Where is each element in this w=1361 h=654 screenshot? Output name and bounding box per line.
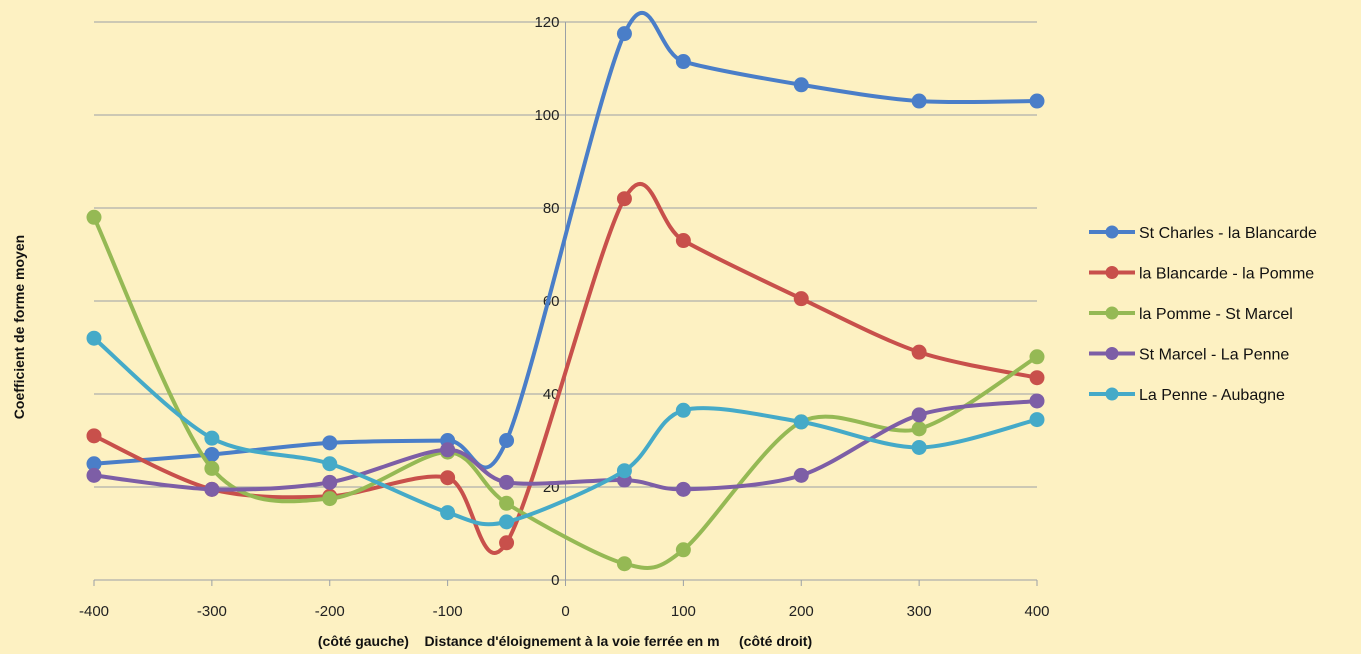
legend-swatch-marker-3 [1105, 306, 1119, 320]
data-point-2-8 [793, 291, 809, 307]
x-tick-label-8: 400 [1024, 603, 1049, 620]
data-point-4-1 [86, 467, 102, 483]
data-point-3-3 [322, 491, 338, 507]
series-layer [86, 11, 1045, 572]
series-line-2 [92, 182, 1039, 555]
data-point-3-10 [1029, 349, 1045, 365]
data-point-4-8 [793, 467, 809, 483]
x-tick-label-6: 200 [789, 603, 814, 620]
data-point-4-3 [322, 474, 338, 490]
data-point-4-4 [440, 442, 456, 458]
series-line-3 [92, 215, 1039, 570]
legend-item-4: St Marcel - La Penne [1089, 347, 1289, 364]
data-point-4-7 [675, 481, 691, 497]
x-tick-label-5: 100 [671, 603, 696, 620]
legend: St Charles - la Blancarde la Blancarde - … [1089, 225, 1317, 404]
legend-label-3: la Pomme - St Marcel [1139, 306, 1293, 323]
x-tick-label-4: 0 [561, 603, 569, 620]
data-point-5-1 [86, 330, 102, 346]
data-point-3-2 [204, 460, 220, 476]
data-point-2-4 [440, 470, 456, 486]
x-tick-label-0: -400 [79, 603, 109, 620]
data-point-4-5 [499, 474, 515, 490]
data-point-4-2 [204, 481, 220, 497]
data-point-5-7 [675, 402, 691, 418]
x-tick-label-7: 300 [907, 603, 932, 620]
legend-swatch-marker-4 [1105, 347, 1119, 360]
data-point-2-9 [911, 344, 927, 360]
data-point-3-6 [616, 556, 632, 572]
data-point-5-2 [204, 430, 220, 446]
legend-item-1: St Charles - la Blancarde [1089, 225, 1317, 242]
legend-item-5: La Penne - Aubagne [1089, 387, 1285, 404]
data-point-1-3 [322, 435, 338, 451]
data-point-3-9 [911, 421, 927, 437]
data-point-1-6 [616, 26, 632, 42]
y-axis-title: Coefficient de forme moyen [11, 235, 27, 419]
data-point-3-5 [499, 495, 515, 511]
data-point-2-5 [499, 535, 515, 551]
data-point-5-3 [322, 456, 338, 472]
data-point-1-2 [204, 446, 220, 462]
series-line-5 [92, 336, 1039, 527]
legend-label-2: la Blancarde - la Pomme [1139, 266, 1314, 283]
legend-swatch-marker-1 [1105, 225, 1119, 239]
data-point-3-1 [86, 209, 102, 225]
data-point-1-1 [86, 456, 102, 472]
y-tick-label-0: 0 [551, 572, 559, 589]
data-point-3-7 [675, 542, 691, 558]
x-tick-label-3: -100 [433, 603, 463, 620]
legend-item-2: la Blancarde - la Pomme [1089, 266, 1314, 283]
legend-label-1: St Charles - la Blancarde [1139, 225, 1317, 242]
series-1 [86, 11, 1045, 472]
data-point-5-9 [911, 439, 927, 455]
x-tick-label-2: -200 [315, 603, 345, 620]
legend-label-4: St Marcel - La Penne [1139, 347, 1289, 364]
data-point-2-10 [1029, 370, 1045, 386]
legend-swatch-marker-2 [1105, 266, 1119, 279]
data-point-1-10 [1029, 93, 1045, 109]
data-point-4-9 [911, 407, 927, 423]
legend-item-3: la Pomme - St Marcel [1089, 306, 1293, 323]
data-point-5-5 [499, 514, 515, 530]
axes [93, 22, 1038, 586]
data-point-1-5 [499, 433, 515, 448]
data-point-4-10 [1029, 393, 1045, 409]
data-point-1-7 [675, 54, 691, 70]
data-point-5-10 [1029, 412, 1045, 428]
series-line-1 [92, 11, 1039, 470]
data-point-1-8 [793, 77, 809, 93]
legend-label-5: La Penne - Aubagne [1139, 387, 1285, 404]
data-point-5-6 [616, 463, 632, 479]
y-tick-label-5: 100 [534, 107, 559, 124]
legend-swatch-marker-5 [1105, 387, 1119, 401]
x-tick-label-1: -300 [197, 603, 227, 620]
data-point-2-6 [616, 191, 632, 207]
y-tick-label-4: 80 [543, 200, 560, 217]
data-point-1-9 [911, 93, 927, 109]
data-point-5-4 [440, 505, 456, 521]
data-point-2-7 [675, 233, 691, 249]
y-tick-label-6: 120 [534, 14, 559, 31]
data-point-5-8 [793, 414, 809, 430]
x-axis-title: (côté gauche) Distance d'éloignement à l… [318, 633, 812, 649]
series-5 [86, 330, 1045, 530]
data-point-2-1 [86, 428, 102, 444]
